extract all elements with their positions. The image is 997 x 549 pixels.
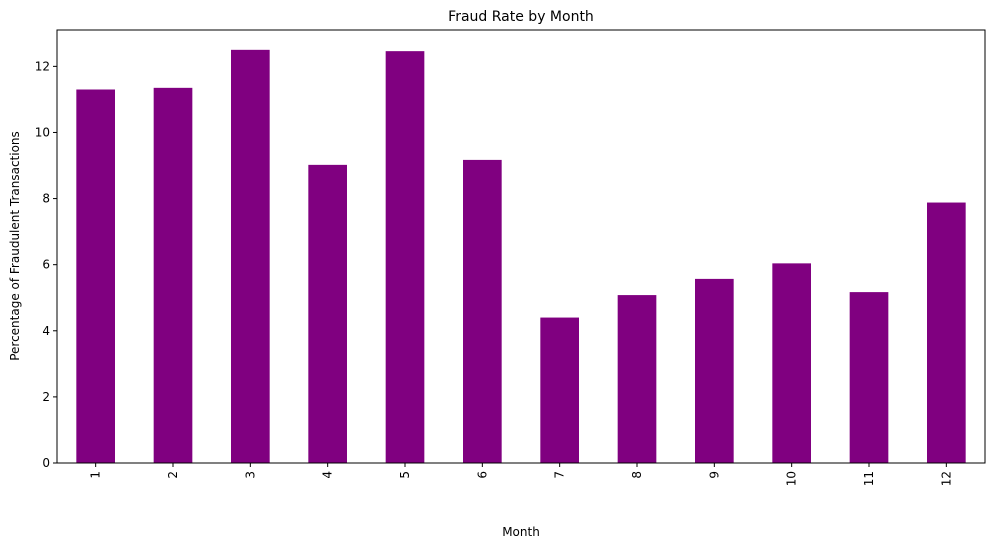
x-axis: 1 2 3 4 5 6 7 8 9 10 11 12	[89, 463, 953, 486]
y-axis-label: Percentage of Fraudulent Transactions	[8, 131, 22, 361]
bar-month-6	[463, 159, 502, 463]
bar-month-12	[927, 202, 966, 464]
x-tick-label: 4	[321, 471, 335, 479]
x-tick-label: 1	[89, 471, 103, 479]
chart-title: Fraud Rate by Month	[448, 9, 594, 25]
x-tick-label: 8	[630, 471, 644, 479]
x-tick-label: 2	[166, 471, 180, 479]
x-tick-label: 7	[553, 471, 567, 479]
y-tick-label: 4	[42, 324, 50, 338]
y-tick-label: 8	[42, 192, 50, 206]
bar-month-4	[308, 164, 347, 464]
y-tick-label: 2	[42, 390, 50, 404]
x-tick-label: 3	[243, 471, 257, 479]
x-tick-label: 9	[707, 471, 721, 479]
bar-month-10	[772, 263, 811, 463]
bar-month-7	[540, 317, 579, 463]
bar-month-1	[76, 89, 115, 463]
bars-layer	[76, 49, 966, 464]
y-tick-label: 6	[42, 258, 50, 272]
y-tick-label: 12	[35, 59, 50, 73]
x-tick-label: 11	[862, 471, 876, 486]
bar-month-8	[617, 295, 657, 463]
bar-month-3	[231, 49, 270, 463]
x-tick-label: 12	[939, 471, 953, 486]
bar-month-2	[153, 87, 193, 463]
y-tick-label: 10	[35, 125, 50, 139]
x-axis-label: Month	[502, 525, 540, 539]
bar-month-11	[849, 292, 889, 463]
y-axis: 0 2 4 6 8 10 12	[35, 59, 57, 470]
bar-month-9	[695, 278, 734, 463]
x-tick-label: 5	[398, 471, 412, 479]
x-tick-label: 6	[475, 471, 489, 479]
bar-month-5	[385, 51, 425, 464]
x-tick-label: 10	[785, 471, 799, 486]
plot-frame	[56, 29, 986, 464]
y-tick-label: 0	[42, 456, 50, 470]
